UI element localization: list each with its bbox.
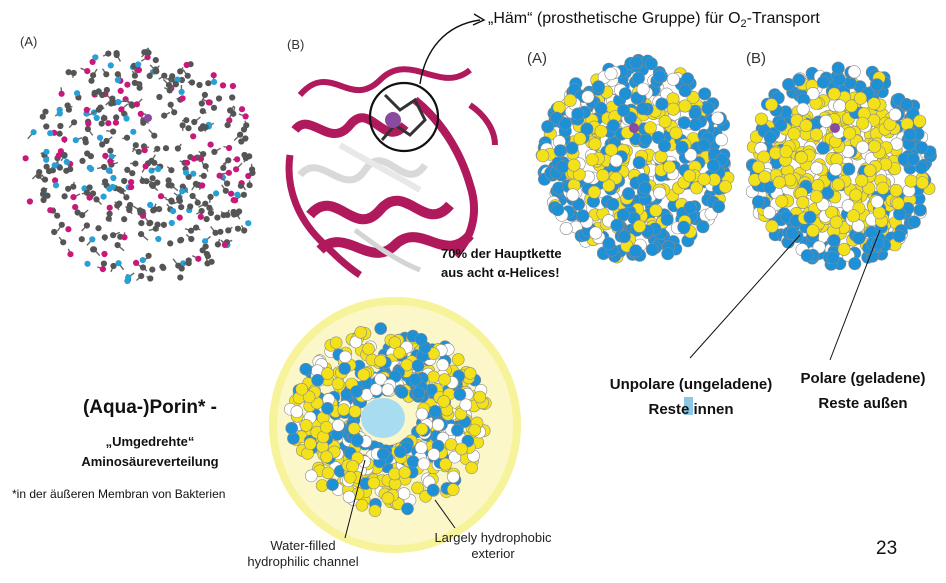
heme-label-prefix: „Häm“ (prosthetische Gruppe) für O: [488, 10, 741, 27]
panel-label-b: (B): [287, 37, 305, 52]
polar-leader-line: [829, 229, 881, 361]
myoglobin-ribbon-model: [285, 13, 498, 278]
porin-subtitle-line2: Aminosäureverteilung: [81, 454, 219, 469]
panel-label-a: (A): [20, 34, 38, 49]
polar-label-line1: Polare (geladene): [800, 370, 926, 387]
porin-footnote: *in der äußeren Membran von Bakterien: [12, 487, 226, 501]
porin-subtitle-line1: „Umgedrehte“: [105, 434, 195, 449]
panel-label-space-a: (A): [527, 50, 547, 67]
heme-label-subscript: 2: [740, 18, 747, 31]
heme-group: [380, 93, 427, 141]
text-cursor-highlight: [684, 397, 693, 415]
helix-note: 70% der Hauptkette aus acht α-Helices!: [441, 244, 562, 282]
heme-label-suffix: -Transport: [746, 10, 820, 27]
polar-label: Polare (geladene) Reste außen: [790, 366, 936, 416]
heme-arrow: [419, 19, 481, 85]
porin-title: (Aqua-)Porin* -: [82, 397, 218, 418]
myoglobin-ball-stick-model: [22, 47, 256, 285]
panel-label-space-b: (B): [746, 50, 766, 67]
channel-label: Water-filled hydrophilic channel: [228, 538, 378, 570]
exterior-label-line2: exterior: [471, 546, 515, 561]
unpolar-label-line1: Unpolare (ungeladene): [609, 376, 773, 393]
heme-label: „Häm“ (prosthetische Gruppe) für O2-Tran…: [488, 10, 820, 30]
channel-leader-line: [344, 459, 366, 539]
porin-model: [269, 297, 521, 553]
unpolar-leader-line: [689, 234, 801, 359]
exterior-label-line1: Largely hydrophobic: [434, 530, 552, 545]
helix-note-line2: aus acht α-Helices!: [441, 265, 560, 280]
channel-label-line1: Water-filled: [270, 538, 336, 553]
helix-note-line1: 70% der Hauptkette: [441, 246, 562, 261]
channel-label-line2: hydrophilic channel: [247, 554, 359, 569]
polar-label-line2: Reste außen: [818, 395, 908, 412]
unpolar-label: Unpolare (ungeladene) Reste innen: [598, 372, 784, 422]
heme-highlight-circle: [368, 81, 440, 153]
myoglobin-space-filling-a: [535, 53, 735, 264]
exterior-leader-line: [434, 499, 456, 529]
page-number: 23: [876, 538, 898, 559]
myoglobin-space-filling-b: [745, 61, 937, 271]
unpolar-label-line2: Reste innen: [648, 401, 734, 418]
porin-water-channel: [361, 398, 405, 438]
porin-subtitle: „Umgedrehte“ Aminosäureverteilung: [40, 432, 260, 472]
exterior-label: Largely hydrophobic exterior: [418, 530, 568, 562]
